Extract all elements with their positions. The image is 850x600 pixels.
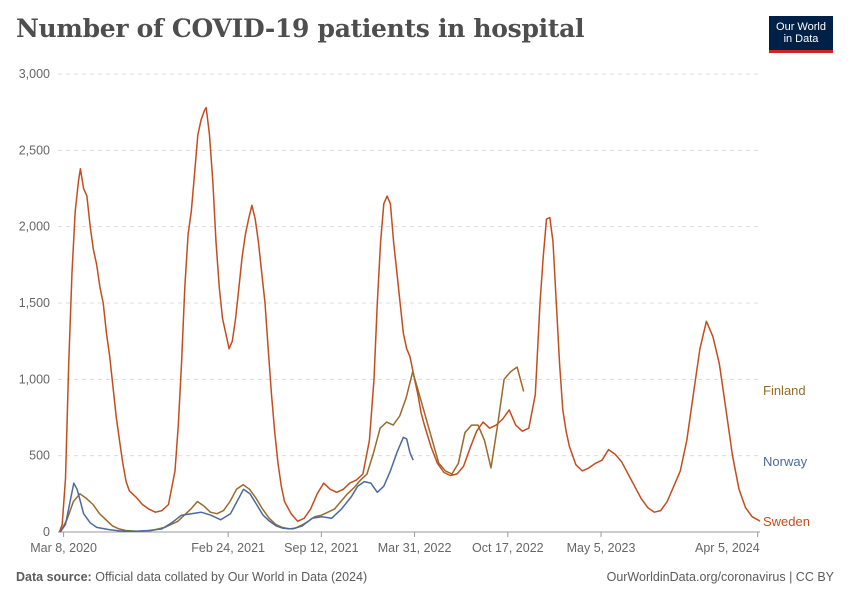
series-line-norway[interactable] — [59, 436, 414, 533]
data-source: Data source: Official data collated by O… — [16, 570, 367, 584]
x-tick-label: Feb 24, 2021 — [191, 541, 265, 555]
series-label-norway[interactable]: Norway — [763, 454, 808, 469]
y-tick-label: 1,500 — [19, 296, 50, 310]
x-tick-label: Sep 12, 2021 — [284, 541, 358, 555]
y-tick-label: 0 — [43, 525, 50, 539]
logo-line-1: Our World — [776, 21, 826, 33]
y-axis-ticks: 0 500 1,000 1,500 2,000 2,500 3,000 — [19, 67, 50, 539]
data-source-label: Data source: — [16, 570, 92, 584]
x-tick-label: Apr 5, 2024 — [695, 541, 760, 555]
y-tick-label: 2,500 — [19, 143, 50, 157]
line-chart: 0 500 1,000 1,500 2,000 2,500 3,000 Mar 8, 202… — [19, 67, 810, 555]
x-axis: Mar 8, 2020 Feb 24, 2021 Sep 12, 2021 Mar 3… — [30, 531, 760, 555]
y-tick-label: 500 — [29, 449, 50, 463]
data-source-text: Official data collated by Our World in D… — [95, 570, 368, 584]
footer-link[interactable]: OurWorldinData.org/coronavirus | CC BY — [606, 570, 834, 584]
x-tick-label: Oct 17, 2022 — [472, 541, 544, 555]
series-line-finland[interactable] — [59, 366, 525, 533]
y-tick-label: 2,000 — [19, 220, 50, 234]
x-tick-label: May 5, 2023 — [567, 541, 636, 555]
y-tick-label: 1,000 — [19, 372, 50, 386]
series-lines — [58, 106, 761, 533]
gridlines — [58, 73, 760, 457]
series-line-sweden[interactable] — [58, 106, 761, 533]
y-tick-label: 3,000 — [19, 67, 50, 81]
series-label-finland[interactable]: Finland — [763, 383, 806, 398]
x-tick-label: Mar 8, 2020 — [30, 541, 97, 555]
owid-logo[interactable]: Our World in Data — [769, 16, 833, 53]
series-labels: Sweden Finland Norway — [763, 383, 810, 529]
logo-line-2: in Data — [783, 33, 819, 45]
series-label-sweden[interactable]: Sweden — [763, 514, 810, 529]
chart-title: Number of COVID-19 patients in hospital — [16, 14, 585, 43]
x-tick-label: Mar 31, 2022 — [378, 541, 452, 555]
